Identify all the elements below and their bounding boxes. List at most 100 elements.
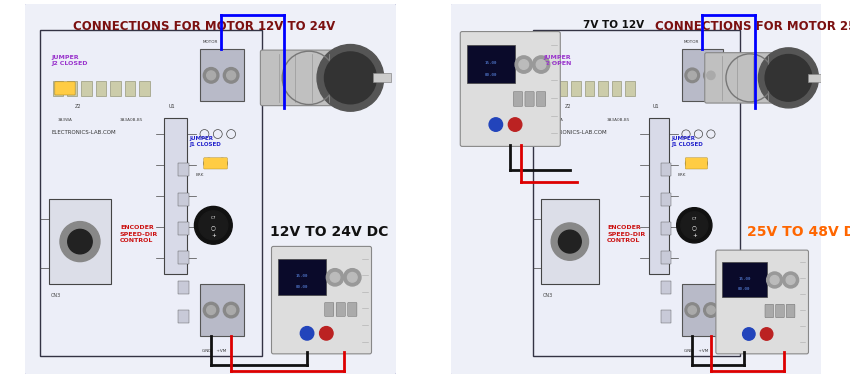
Text: ○: ○ bbox=[211, 225, 216, 230]
Circle shape bbox=[207, 71, 216, 80]
Circle shape bbox=[758, 48, 819, 108]
Text: GND    +VM: GND +VM bbox=[202, 349, 226, 353]
Text: 3A3A0B-B5: 3A3A0B-B5 bbox=[607, 118, 631, 122]
FancyBboxPatch shape bbox=[67, 81, 77, 96]
Text: 25V TO 48V DC: 25V TO 48V DC bbox=[747, 225, 850, 239]
FancyBboxPatch shape bbox=[48, 199, 111, 284]
Text: 12V TO 24V DC: 12V TO 24V DC bbox=[269, 225, 388, 239]
FancyBboxPatch shape bbox=[260, 50, 347, 106]
FancyBboxPatch shape bbox=[625, 81, 635, 96]
Text: JUMPER
J1 CLOSED: JUMPER J1 CLOSED bbox=[672, 136, 703, 147]
Text: MOTOR: MOTOR bbox=[202, 40, 218, 44]
FancyBboxPatch shape bbox=[372, 73, 391, 82]
Circle shape bbox=[677, 208, 712, 243]
Circle shape bbox=[761, 328, 773, 340]
FancyBboxPatch shape bbox=[53, 81, 63, 96]
Text: JUMPER
J2 CLOSED: JUMPER J2 CLOSED bbox=[51, 55, 88, 65]
Text: ELECTRONICS-LAB.COM: ELECTRONICS-LAB.COM bbox=[543, 130, 608, 135]
Circle shape bbox=[68, 229, 92, 254]
Circle shape bbox=[786, 276, 795, 284]
Circle shape bbox=[681, 212, 708, 239]
Circle shape bbox=[704, 68, 718, 83]
Circle shape bbox=[508, 118, 522, 131]
FancyBboxPatch shape bbox=[178, 251, 189, 265]
FancyBboxPatch shape bbox=[661, 251, 672, 265]
FancyBboxPatch shape bbox=[544, 81, 554, 96]
FancyBboxPatch shape bbox=[96, 81, 106, 96]
FancyBboxPatch shape bbox=[661, 163, 672, 177]
Circle shape bbox=[532, 56, 550, 73]
FancyBboxPatch shape bbox=[716, 250, 808, 354]
Circle shape bbox=[558, 230, 581, 253]
FancyBboxPatch shape bbox=[661, 193, 672, 206]
FancyBboxPatch shape bbox=[661, 222, 672, 235]
FancyBboxPatch shape bbox=[460, 32, 560, 146]
FancyBboxPatch shape bbox=[449, 2, 824, 376]
FancyBboxPatch shape bbox=[776, 304, 785, 318]
Text: Z2: Z2 bbox=[75, 104, 81, 109]
FancyBboxPatch shape bbox=[536, 91, 546, 106]
FancyBboxPatch shape bbox=[598, 81, 608, 96]
Text: Z2: Z2 bbox=[564, 104, 571, 109]
FancyBboxPatch shape bbox=[110, 81, 121, 96]
Circle shape bbox=[688, 71, 696, 79]
FancyBboxPatch shape bbox=[54, 82, 75, 95]
FancyBboxPatch shape bbox=[513, 91, 523, 106]
Circle shape bbox=[551, 223, 588, 260]
Text: +: + bbox=[692, 233, 697, 238]
Circle shape bbox=[195, 206, 232, 244]
Circle shape bbox=[767, 272, 783, 288]
Circle shape bbox=[203, 302, 219, 318]
Text: ○: ○ bbox=[692, 225, 697, 230]
Circle shape bbox=[783, 272, 799, 288]
FancyBboxPatch shape bbox=[661, 281, 672, 294]
Circle shape bbox=[325, 52, 377, 104]
FancyBboxPatch shape bbox=[200, 284, 245, 336]
Circle shape bbox=[343, 269, 361, 286]
FancyBboxPatch shape bbox=[125, 81, 135, 96]
Text: C7: C7 bbox=[692, 217, 697, 221]
Text: 00.00: 00.00 bbox=[738, 287, 751, 291]
FancyBboxPatch shape bbox=[271, 246, 371, 354]
Text: +: + bbox=[211, 234, 216, 239]
Circle shape bbox=[706, 71, 715, 79]
FancyBboxPatch shape bbox=[661, 310, 672, 323]
Circle shape bbox=[685, 303, 700, 317]
FancyBboxPatch shape bbox=[204, 158, 228, 169]
Circle shape bbox=[218, 158, 227, 168]
Text: ENCODER
SPEED-DIR
CONTROL: ENCODER SPEED-DIR CONTROL bbox=[607, 225, 645, 243]
FancyBboxPatch shape bbox=[722, 262, 767, 297]
Text: BRK: BRK bbox=[196, 174, 204, 177]
Text: CONNECTIONS FOR MOTOR 25V TO 48V: CONNECTIONS FOR MOTOR 25V TO 48V bbox=[654, 20, 850, 33]
Text: U1: U1 bbox=[169, 104, 175, 109]
Circle shape bbox=[698, 159, 707, 168]
Circle shape bbox=[765, 54, 812, 101]
FancyBboxPatch shape bbox=[178, 310, 189, 323]
Circle shape bbox=[207, 306, 216, 314]
FancyBboxPatch shape bbox=[178, 281, 189, 294]
Text: 3A3A0B-B5: 3A3A0B-B5 bbox=[120, 118, 144, 122]
FancyBboxPatch shape bbox=[541, 199, 599, 284]
FancyBboxPatch shape bbox=[325, 302, 334, 316]
FancyBboxPatch shape bbox=[467, 45, 515, 84]
FancyBboxPatch shape bbox=[82, 81, 92, 96]
Text: BRK: BRK bbox=[677, 174, 686, 177]
FancyBboxPatch shape bbox=[178, 222, 189, 235]
Text: 15.00: 15.00 bbox=[296, 274, 309, 278]
Text: 00.00: 00.00 bbox=[296, 285, 309, 289]
Circle shape bbox=[685, 68, 700, 83]
Circle shape bbox=[204, 158, 214, 168]
FancyBboxPatch shape bbox=[765, 304, 774, 318]
Text: JUMPER
J2 OPEN: JUMPER J2 OPEN bbox=[543, 55, 571, 65]
FancyBboxPatch shape bbox=[532, 30, 740, 356]
FancyBboxPatch shape bbox=[585, 81, 594, 96]
Text: ENCODER
SPEED-DIR
CONTROL: ENCODER SPEED-DIR CONTROL bbox=[120, 225, 158, 243]
FancyBboxPatch shape bbox=[682, 49, 723, 101]
Circle shape bbox=[60, 222, 100, 262]
Text: CN3: CN3 bbox=[543, 293, 553, 298]
FancyBboxPatch shape bbox=[200, 49, 245, 101]
FancyBboxPatch shape bbox=[525, 91, 534, 106]
Circle shape bbox=[224, 302, 239, 318]
Circle shape bbox=[770, 276, 779, 284]
Text: JUMPER
J1 CLOSED: JUMPER J1 CLOSED bbox=[189, 136, 221, 147]
